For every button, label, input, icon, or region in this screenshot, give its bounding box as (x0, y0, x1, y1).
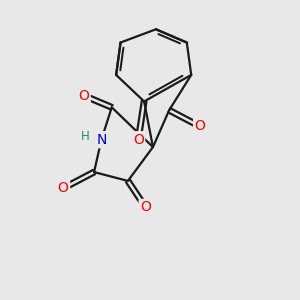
Text: H: H (81, 130, 90, 143)
Text: O: O (78, 88, 89, 103)
Text: O: O (58, 181, 69, 195)
Text: N: N (96, 133, 106, 147)
Text: O: O (195, 119, 206, 134)
Text: O: O (140, 200, 151, 214)
Text: O: O (133, 133, 144, 147)
